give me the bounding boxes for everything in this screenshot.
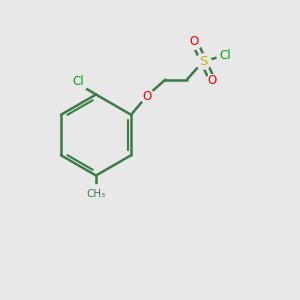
Text: CH₃: CH₃ [86,189,106,199]
Text: Cl: Cl [219,49,231,62]
Text: Cl: Cl [73,75,84,88]
Text: S: S [199,55,208,68]
Text: O: O [190,35,199,48]
Text: O: O [208,74,217,87]
Text: O: O [142,90,151,103]
